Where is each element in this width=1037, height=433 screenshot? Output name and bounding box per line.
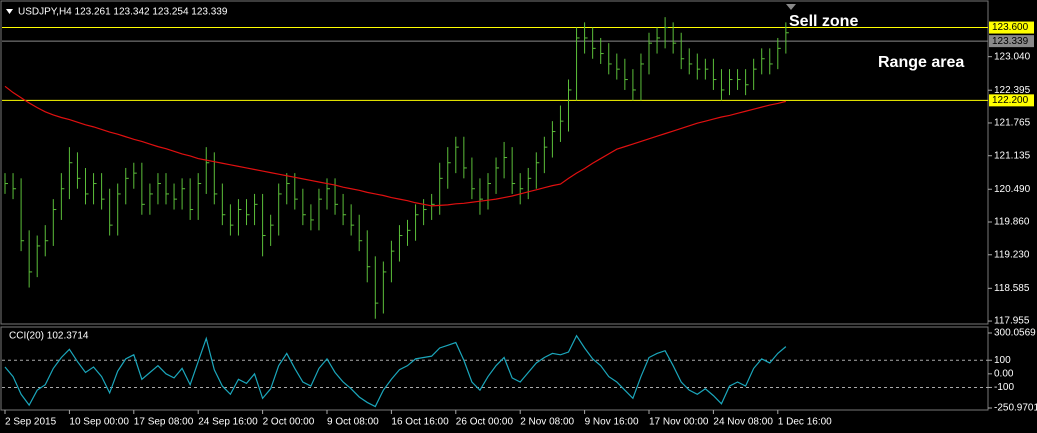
price-label-box xyxy=(989,35,1034,48)
y-tick-label: 121.765 xyxy=(994,118,1031,129)
x-tick-label: 24 Nov 08:00 xyxy=(713,417,773,428)
annotation: Sell zone xyxy=(789,13,858,30)
annotation: Range area xyxy=(878,54,964,71)
y-tick-label: 118.585 xyxy=(994,283,1030,294)
y-tick-label: 0.00 xyxy=(994,368,1014,379)
main-panel-frame xyxy=(0,0,989,325)
price-label: 123.339 xyxy=(992,36,1029,47)
x-tick-label: 9 Oct 08:00 xyxy=(327,417,379,428)
indicator-title: CCI(20) 102.3714 xyxy=(9,331,89,342)
x-tick-label: 10 Sep 00:00 xyxy=(69,417,129,428)
moving-average xyxy=(4,85,787,207)
y-tick-label: -250.9701 xyxy=(994,403,1037,414)
cci-panel-frame xyxy=(0,326,989,411)
x-tick-label: 26 Oct 00:00 xyxy=(456,417,514,428)
y-tick-label: 117.955 xyxy=(994,316,1030,327)
price-label: 122.200 xyxy=(992,95,1029,106)
price-label-box xyxy=(989,21,1034,34)
y-tick-label: 100 xyxy=(994,355,1011,366)
y-tick-label: 122.395 xyxy=(994,85,1031,96)
price-label: 123.600 xyxy=(992,22,1029,33)
y-tick-label: 120.490 xyxy=(994,184,1031,195)
cci-line xyxy=(4,334,787,408)
price-label-box xyxy=(989,94,1034,107)
x-tick-label: 17 Sep 08:00 xyxy=(134,417,194,428)
x-tick-label: 2 Oct 00:00 xyxy=(263,417,315,428)
x-tick-label: 17 Nov 00:00 xyxy=(649,417,709,428)
x-tick-label: 1 Dec 16:00 xyxy=(778,417,832,428)
chart-title: USDJPY,H4 123.261 123.342 123.254 123.33… xyxy=(18,7,228,18)
y-tick-label: 119.230 xyxy=(994,249,1030,260)
x-tick-label: 16 Oct 16:00 xyxy=(391,417,449,428)
shift-marker xyxy=(786,4,796,10)
y-tick-label: -100 xyxy=(994,382,1014,393)
x-tick-label: 24 Sep 16:00 xyxy=(198,417,258,428)
y-tick-label: 119.860 xyxy=(994,217,1030,228)
y-tick-label: 123.040 xyxy=(994,51,1031,62)
x-tick-label: 9 Nov 16:00 xyxy=(585,417,639,428)
x-tick-label: 2 Sep 2015 xyxy=(5,417,57,428)
menu-arrow[interactable] xyxy=(6,9,13,14)
x-tick-label: 2 Nov 08:00 xyxy=(520,417,574,428)
y-tick-label: 300.0569 xyxy=(994,328,1036,339)
y-tick-label: 121.135 xyxy=(994,150,1031,161)
